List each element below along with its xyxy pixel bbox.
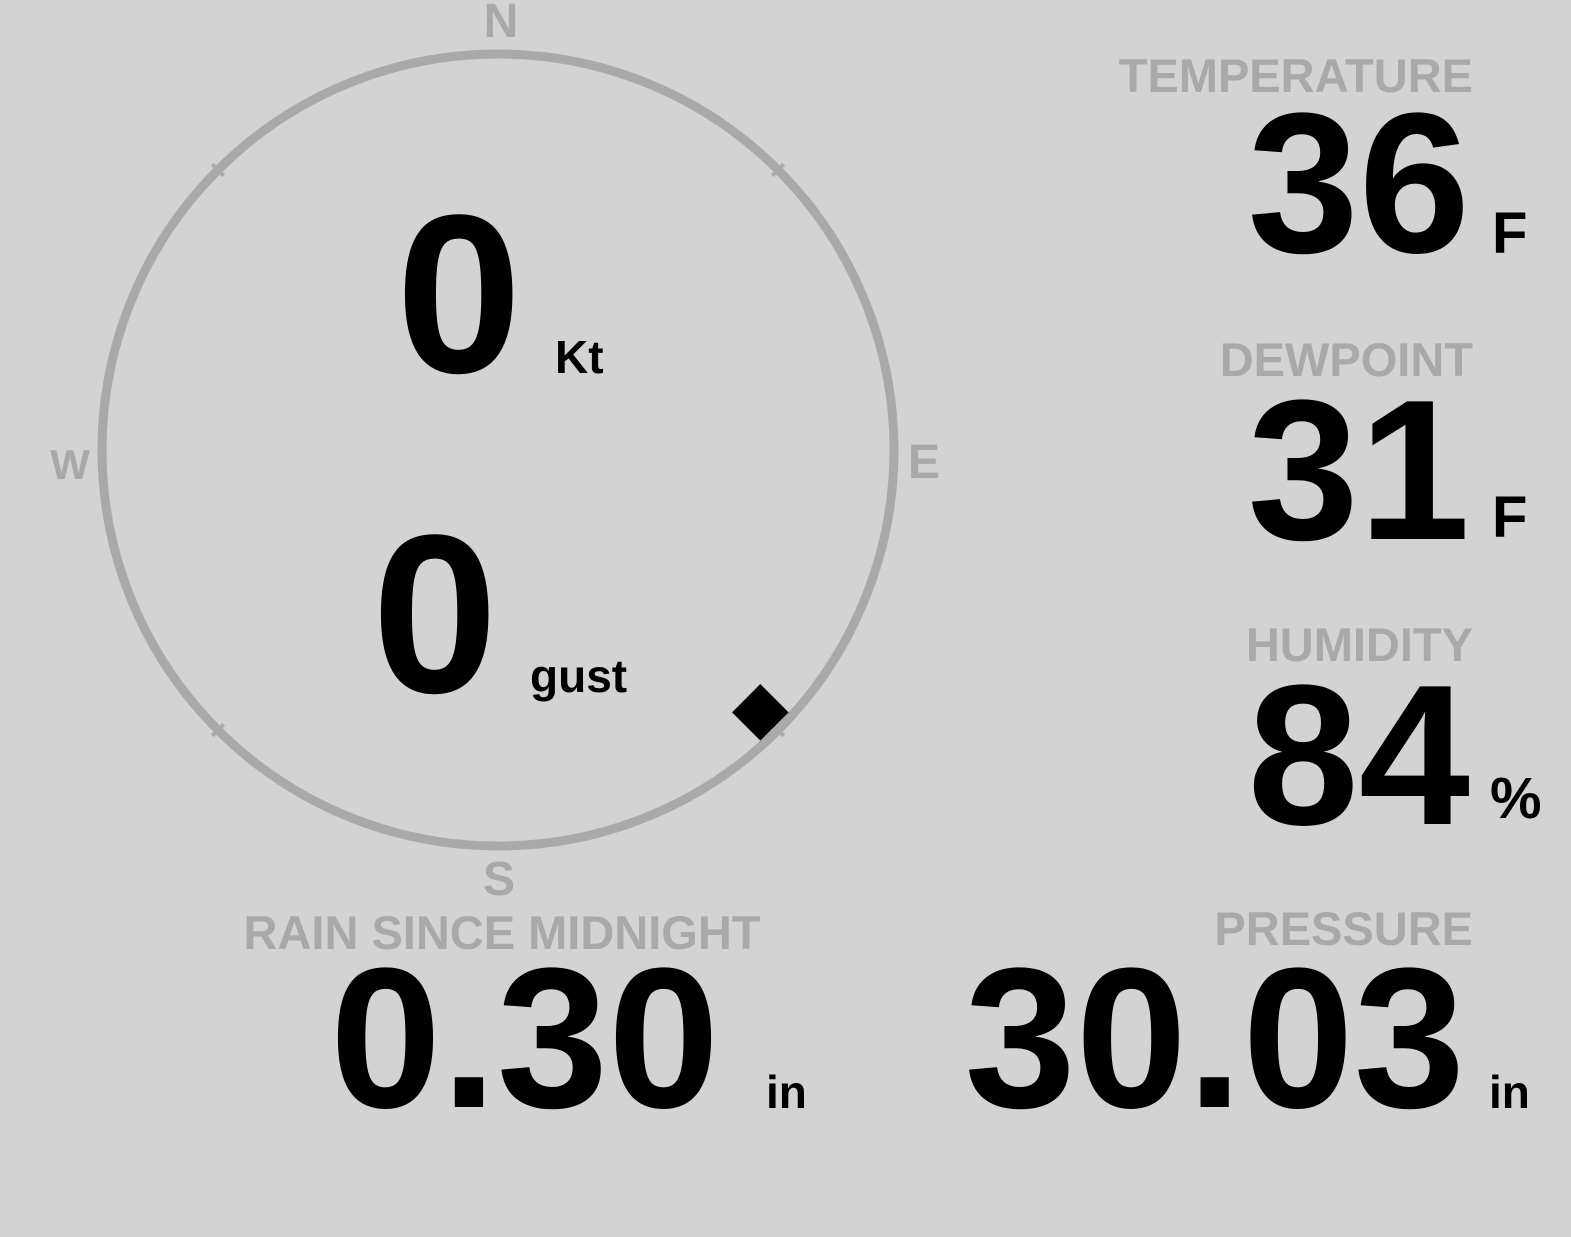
dewpoint-label: DEWPOINT xyxy=(1219,333,1473,386)
pressure-value: 30.03 xyxy=(964,927,1466,1150)
compass-ring xyxy=(97,49,899,851)
pressure-label: PRESSURE xyxy=(1214,902,1473,955)
pressure-unit: in xyxy=(1489,1066,1530,1118)
dewpoint-unit: F xyxy=(1492,485,1528,550)
rain-unit: in xyxy=(766,1066,807,1118)
wind-gust-unit: gust xyxy=(530,650,628,702)
temperature-unit: F xyxy=(1492,201,1528,266)
compass-tick xyxy=(770,162,786,178)
rain-label: RAIN SINCE MIDNIGHT xyxy=(243,906,761,959)
temperature-label: TEMPERATURE xyxy=(1118,49,1473,102)
humidity-unit: % xyxy=(1490,766,1542,831)
rain-value: 0.30 xyxy=(330,927,720,1150)
compass-tick xyxy=(210,162,226,178)
wind-speed-value: 0 xyxy=(396,167,522,420)
compass-south-label: S xyxy=(482,853,516,906)
compass-tick xyxy=(210,722,226,738)
dewpoint-value: 31 xyxy=(1247,359,1470,582)
compass-east-label: E xyxy=(908,436,941,489)
compass-west-label: W xyxy=(50,441,90,488)
temperature-value: 36 xyxy=(1247,72,1470,295)
wind-speed-unit: Kt xyxy=(555,331,604,383)
compass-north-label: N xyxy=(483,0,519,48)
humidity-label: HUMIDITY xyxy=(1245,618,1473,671)
humidity-value: 84 xyxy=(1247,644,1470,867)
wind-gust-value: 0 xyxy=(372,487,498,740)
